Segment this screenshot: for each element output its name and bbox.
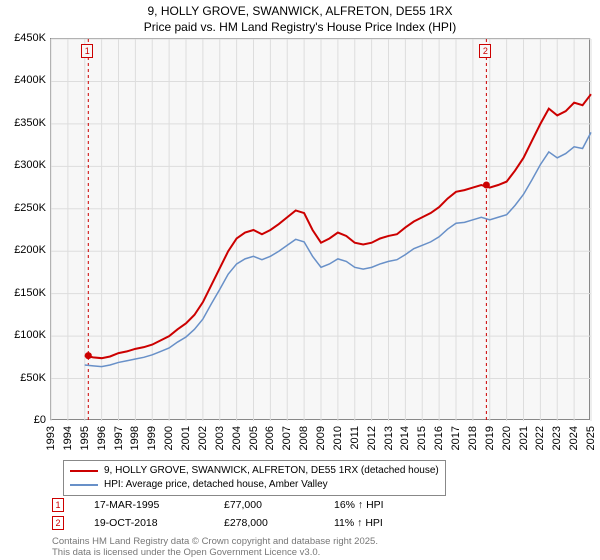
x-axis-label: 2014 <box>399 426 411 450</box>
y-axis-label: £0 <box>4 414 46 426</box>
x-axis-label: 2001 <box>180 426 192 450</box>
x-axis-label: 2010 <box>332 426 344 450</box>
event-marker-1: 1 <box>81 44 93 58</box>
event-price: £77,000 <box>224 499 304 511</box>
x-axis-label: 1998 <box>129 426 141 450</box>
legend-swatch-hpi <box>70 484 98 486</box>
x-axis-label: 2023 <box>551 426 563 450</box>
chart-svg <box>51 39 589 419</box>
event-row: 1 17-MAR-1995 £77,000 16% ↑ HPI <box>52 498 384 512</box>
x-axis-label: 2000 <box>163 426 175 450</box>
event-delta: 11% ↑ HPI <box>334 517 383 529</box>
x-axis-label: 2008 <box>298 426 310 450</box>
event-table: 1 17-MAR-1995 £77,000 16% ↑ HPI 2 19-OCT-2018… <box>52 498 384 534</box>
x-axis-label: 1996 <box>96 426 108 450</box>
y-axis-label: £400K <box>4 74 46 86</box>
x-axis-label: 1995 <box>79 426 91 450</box>
x-axis-label: 2006 <box>264 426 276 450</box>
legend-row-property: 9, HOLLY GROVE, SWANWICK, ALFRETON, DE55… <box>70 464 439 478</box>
x-axis-label: 2018 <box>467 426 479 450</box>
event-date: 17-MAR-1995 <box>94 499 194 511</box>
x-axis-label: 1997 <box>113 426 125 450</box>
y-axis-label: £250K <box>4 202 46 214</box>
x-axis-label: 2015 <box>416 426 428 450</box>
chart-title: 9, HOLLY GROVE, SWANWICK, ALFRETON, DE55… <box>0 0 600 35</box>
x-axis-label: 1993 <box>45 426 57 450</box>
y-axis-label: £100K <box>4 329 46 341</box>
x-axis-label: 2024 <box>568 426 580 450</box>
x-axis-label: 2017 <box>450 426 462 450</box>
event-marker-2: 2 <box>479 44 491 58</box>
y-axis-label: £200K <box>4 244 46 256</box>
x-axis-label: 2002 <box>197 426 209 450</box>
x-axis-label: 2011 <box>349 426 361 450</box>
y-axis-label: £50K <box>4 372 46 384</box>
event-marker-icon: 1 <box>52 498 64 512</box>
x-axis-label: 2020 <box>501 426 513 450</box>
footer-attribution: Contains HM Land Registry data © Crown c… <box>52 536 378 559</box>
x-axis-label: 1999 <box>146 426 158 450</box>
legend-label-hpi: HPI: Average price, detached house, Ambe… <box>104 478 328 492</box>
legend-swatch-property <box>70 470 98 473</box>
x-axis-label: 2007 <box>281 426 293 450</box>
event-date: 19-OCT-2018 <box>94 517 194 529</box>
chart-plot-area <box>50 38 590 420</box>
x-axis-label: 2025 <box>585 426 597 450</box>
x-axis-label: 2003 <box>214 426 226 450</box>
x-axis-label: 2013 <box>383 426 395 450</box>
event-price: £278,000 <box>224 517 304 529</box>
x-axis-label: 2019 <box>484 426 496 450</box>
y-axis-label: £450K <box>4 32 46 44</box>
x-axis-label: 2022 <box>534 426 546 450</box>
legend-box: 9, HOLLY GROVE, SWANWICK, ALFRETON, DE55… <box>63 460 446 496</box>
x-axis-label: 2004 <box>231 426 243 450</box>
event-delta: 16% ↑ HPI <box>334 499 384 511</box>
x-axis-label: 2005 <box>248 426 260 450</box>
x-axis-label: 2016 <box>433 426 445 450</box>
y-axis-label: £300K <box>4 159 46 171</box>
x-axis-label: 1994 <box>62 426 74 450</box>
event-row: 2 19-OCT-2018 £278,000 11% ↑ HPI <box>52 516 384 530</box>
legend-row-hpi: HPI: Average price, detached house, Ambe… <box>70 478 439 492</box>
y-axis-label: £350K <box>4 117 46 129</box>
y-axis-label: £150K <box>4 287 46 299</box>
event-marker-icon: 2 <box>52 516 64 530</box>
x-axis-label: 2009 <box>315 426 327 450</box>
x-axis-label: 2021 <box>518 426 530 450</box>
x-axis-label: 2012 <box>366 426 378 450</box>
legend-label-property: 9, HOLLY GROVE, SWANWICK, ALFRETON, DE55… <box>104 464 439 478</box>
